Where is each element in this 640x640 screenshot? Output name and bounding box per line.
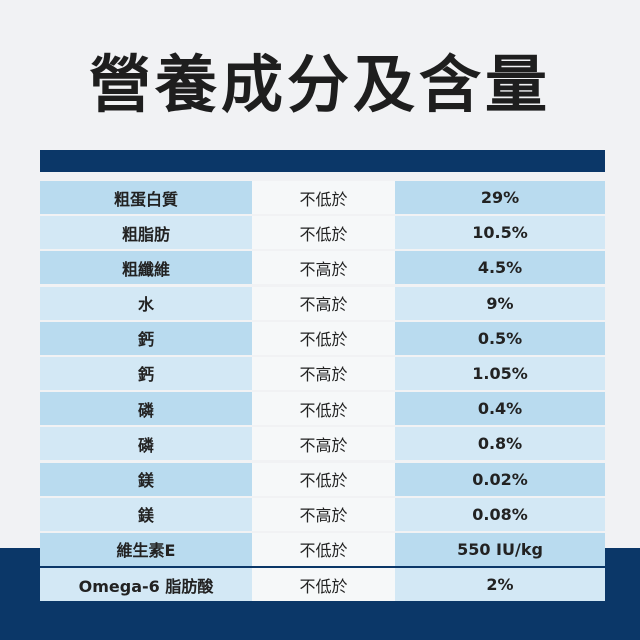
table-row: 粗蛋白質 不低於 29% xyxy=(40,181,605,214)
nutrient-cell: 粗脂肪 xyxy=(40,216,252,250)
nutrient-cell: 鈣 xyxy=(40,356,252,390)
nutrient-cell: 水 xyxy=(40,286,252,320)
table-row: 粗脂肪 不低於 10.5% xyxy=(40,216,605,250)
table-row: 鈣不低於 0.5% xyxy=(40,321,605,355)
condition-cell: 不低於 xyxy=(252,532,395,566)
table-row: Omega-6 脂肪酸 不低於 2% xyxy=(40,568,605,602)
nutrient-cell: 鎂 xyxy=(40,462,252,496)
title: 營養成分及含量 xyxy=(88,48,551,121)
condition-cell: 不低於 xyxy=(252,321,395,355)
table-row: 鎂不高於 0.08% xyxy=(40,497,605,531)
nutrient-cell: 維生素E xyxy=(40,532,252,566)
condition-cell: 不低於 xyxy=(252,216,395,250)
nutrient-cell: 粗蛋白質 xyxy=(40,181,252,214)
amount-cell: 9% xyxy=(395,286,605,320)
amount-cell: 29% xyxy=(395,181,605,214)
nutrient-cell: 鈣 xyxy=(40,321,252,355)
condition-cell: 不高於 xyxy=(252,356,395,390)
condition-cell: 不高於 xyxy=(252,286,395,320)
condition-cell: 不低於 xyxy=(252,181,395,214)
table-row: 鈣不高於 1.05% xyxy=(40,356,605,390)
table-row: 磷不低於 0.4% xyxy=(40,392,605,426)
table-row: 粗纖維 不高於 4.5% xyxy=(40,251,605,285)
condition-cell: 不低於 xyxy=(252,568,395,602)
nutrient-cell: 磷 xyxy=(40,427,252,461)
header-bar xyxy=(40,150,605,172)
table-row: 磷不高於 0.8% xyxy=(40,427,605,461)
amount-cell: 2% xyxy=(395,568,605,602)
condition-cell: 不低於 xyxy=(252,392,395,426)
condition-cell: 不高於 xyxy=(252,497,395,531)
table-row: 水不高於 9% xyxy=(40,286,605,320)
amount-cell: 0.08% xyxy=(395,497,605,531)
condition-cell: 不高於 xyxy=(252,427,395,461)
amount-cell: 0.4% xyxy=(395,392,605,426)
amount-cell: 1.05% xyxy=(395,356,605,390)
amount-cell: 0.8% xyxy=(395,427,605,461)
table-row: 鎂不低於 0.02% xyxy=(40,462,605,496)
nutrient-cell: 磷 xyxy=(40,392,252,426)
nutrition-table: 粗蛋白質 不低於 29% 粗脂肪 不低於 10.5% 粗纖維 不高於 4.5% 水不高於 9% 鈣不低… xyxy=(40,181,605,603)
nutrient-cell: Omega-6 脂肪酸 xyxy=(40,568,252,602)
table-row: 維生素E 不低於 550 IU/kg xyxy=(40,532,605,566)
amount-cell: 4.5% xyxy=(395,251,605,285)
nutrient-cell: 粗纖維 xyxy=(40,251,252,285)
amount-cell: 550 IU/kg xyxy=(395,532,605,566)
amount-cell: 0.02% xyxy=(395,462,605,496)
condition-cell: 不高於 xyxy=(252,251,395,285)
amount-cell: 0.5% xyxy=(395,321,605,355)
nutrient-cell: 鎂 xyxy=(40,497,252,531)
condition-cell: 不低於 xyxy=(252,462,395,496)
amount-cell: 10.5% xyxy=(395,216,605,250)
